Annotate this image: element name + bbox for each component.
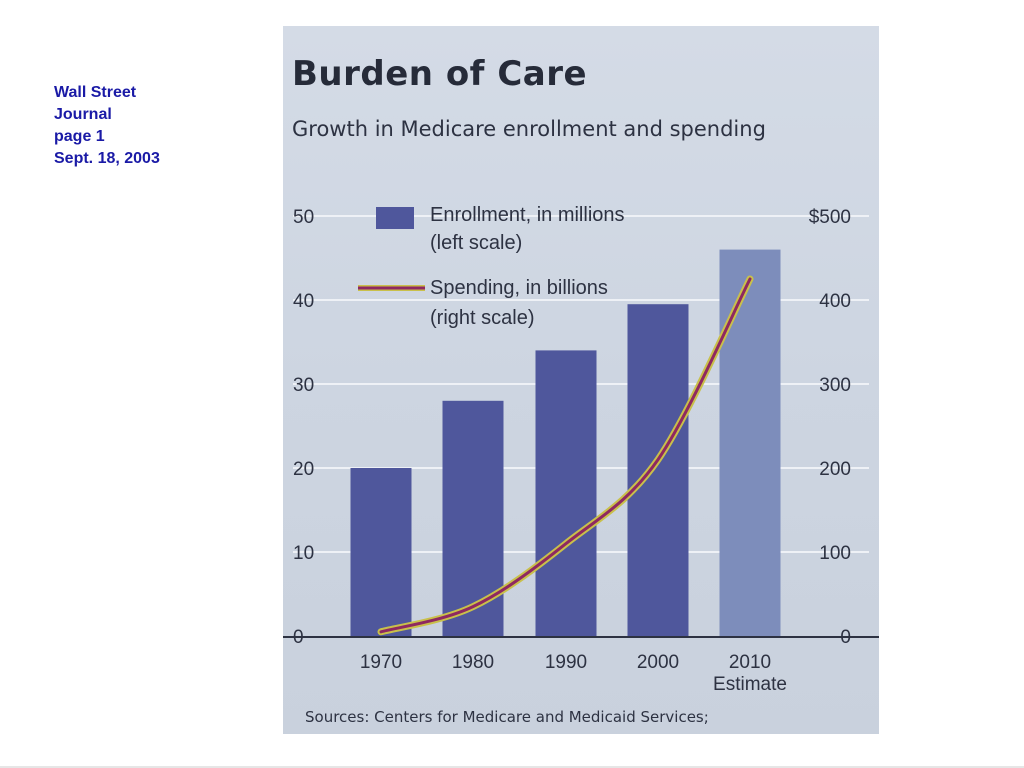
enrollment-bar — [719, 249, 781, 636]
source-caption: Wall Street Journal page 1 Sept. 18, 200… — [54, 82, 160, 170]
right-axis-tick-label: $500 — [809, 207, 851, 228]
x-axis-tick-label: 2010 — [729, 652, 771, 673]
left-axis-tick-label: 40 — [293, 291, 314, 312]
left-axis-tick-label: 50 — [293, 207, 314, 228]
chart-plot: 010203040500100200300400$500197019801990… — [283, 204, 879, 695]
caption-line-3: page 1 — [54, 128, 105, 145]
legend-swatch-enrollment — [376, 207, 414, 229]
x-axis-tick-label: 1970 — [360, 652, 402, 673]
left-axis-tick-label: 30 — [293, 375, 314, 396]
enrollment-bar — [350, 468, 412, 636]
right-axis-tick-label: 300 — [819, 375, 851, 396]
caption-line-2: Journal — [54, 106, 112, 123]
chart-subtitle: Growth in Medicare enrollment and spendi… — [292, 117, 766, 141]
right-axis-tick-label: 200 — [819, 459, 851, 480]
x-axis-tick-label: 1980 — [452, 652, 494, 673]
page-bottom-divider — [0, 766, 1024, 768]
enrollment-bar — [535, 350, 597, 636]
right-axis-tick-label: 100 — [819, 543, 851, 564]
x-axis-tick-label: 1990 — [545, 652, 587, 673]
chart-source-note: Sources: Centers for Medicare and Medica… — [305, 708, 709, 726]
enrollment-bar — [442, 400, 504, 636]
x-axis-tick-sublabel: Estimate — [713, 674, 787, 695]
legend-note-enrollment: (left scale) — [430, 232, 522, 254]
x-axis-tick-label: 2000 — [637, 652, 679, 673]
legend-note-spending: (right scale) — [430, 307, 534, 329]
left-axis-tick-label: 10 — [293, 543, 314, 564]
left-axis-tick-label: 20 — [293, 459, 314, 480]
legend-label-spending: Spending, in billions — [430, 277, 608, 299]
caption-line-4: Sept. 18, 2003 — [54, 150, 160, 167]
legend-label-enrollment: Enrollment, in millions — [430, 204, 625, 226]
chart-title: Burden of Care — [292, 54, 588, 94]
right-axis-tick-label: 400 — [819, 291, 851, 312]
caption-line-1: Wall Street — [54, 84, 137, 101]
enrollment-bar — [627, 304, 689, 636]
newspaper-chart-clipping: 010203040500100200300400$500197019801990… — [283, 26, 879, 734]
spending-line — [379, 277, 752, 634]
